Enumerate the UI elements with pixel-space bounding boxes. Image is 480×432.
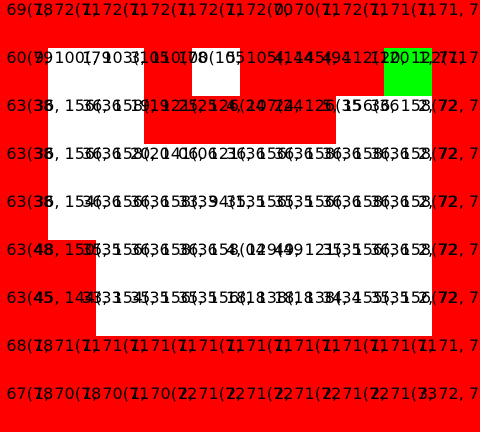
cell-label: 3, 72, 7 [418,384,479,403]
cell-label: 2, 72, 7 [418,192,479,211]
cell-label: 1, 71, 7 [418,48,479,67]
cell-label: 2, 72, 7 [418,96,479,115]
cell-label: 1, 71, 7 [418,336,479,355]
cell-label: 2, 72, 7 [418,288,479,307]
cell-label: 2, 72, 7 [418,144,479,163]
cell-label: 1, 71, 7 [418,0,479,19]
cell-label: 2, 72, 7 [418,240,479,259]
